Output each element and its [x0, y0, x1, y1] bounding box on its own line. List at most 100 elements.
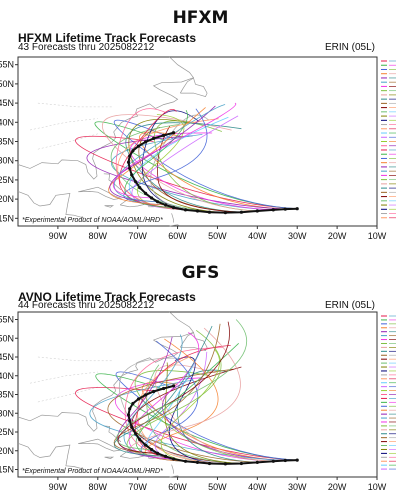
best-track-point: [144, 140, 148, 144]
coastline: [179, 77, 208, 98]
y-tick-label: 15N: [0, 213, 14, 223]
forecast-track: [128, 332, 200, 460]
best-track-point: [223, 211, 227, 215]
best-track-point: [271, 459, 275, 463]
model-heading-hfxm: HFXM: [172, 8, 229, 28]
x-tick-label: 50W: [208, 482, 227, 492]
y-tick-label: 35N: [0, 390, 14, 400]
coastline: [103, 173, 122, 191]
panel-title: HFXM Lifetime Track Forecasts: [18, 31, 197, 45]
y-tick-label: 35N: [0, 137, 14, 147]
x-tick-label: 40W: [248, 482, 267, 492]
y-tick-label: 25N: [0, 175, 14, 185]
best-track-point: [172, 131, 176, 135]
forecast-track: [113, 325, 213, 457]
x-tick-label: 20W: [328, 482, 347, 492]
forecast-track: [113, 323, 221, 454]
best-track-point: [152, 136, 156, 140]
forecast-track: [146, 364, 242, 464]
best-track-point: [144, 393, 148, 397]
best-track-point: [195, 209, 200, 213]
x-tick-label: 70W: [128, 231, 147, 241]
forecast-track: [107, 368, 258, 463]
best-track-point: [207, 210, 212, 214]
y-tick-label: 40N: [0, 371, 14, 381]
best-track-point: [130, 173, 134, 177]
y-tick-label: 55N: [0, 315, 14, 325]
coastline: [169, 475, 180, 478]
x-tick-label: 80W: [89, 482, 108, 492]
forecast-count: 44 Forecasts thru 2025082212: [18, 300, 155, 311]
storm-name: ERIN (05L): [324, 42, 375, 53]
track-map-gfs: 90W 80W 70W 60W 50W 40W 30W 20W 10W 15N 20N 25N 30N 3…: [0, 311, 396, 492]
y-tick-label: 25N: [0, 427, 14, 437]
model-heading-gfs: GFS: [181, 263, 220, 283]
x-tick-label: 10W: [368, 231, 387, 241]
best-track-point: [144, 191, 148, 195]
best-track-point: [255, 460, 259, 464]
best-track-point: [255, 209, 259, 213]
forecast-track: [128, 119, 226, 213]
forecast-track: [109, 105, 216, 203]
coastline: [169, 224, 180, 227]
best-track-point: [128, 154, 132, 158]
coastline: [104, 205, 115, 208]
coastline: [171, 464, 174, 474]
best-track-point: [134, 180, 138, 184]
state-boundary: [37, 386, 98, 403]
best-track-point: [150, 448, 154, 452]
best-track-point: [136, 144, 141, 148]
x-tick-label: 70W: [128, 482, 147, 492]
best-track-point: [164, 454, 168, 458]
forecast-track: [169, 356, 226, 465]
x-tick-label: 30W: [288, 482, 307, 492]
x-tick-label: 90W: [49, 482, 68, 492]
best-track-point: [239, 461, 243, 466]
coastline: [17, 191, 86, 219]
y-tick-label: 30N: [0, 408, 14, 418]
y-tick-label: 40N: [0, 117, 14, 127]
best-track-point: [130, 425, 134, 429]
forecast-track: [112, 102, 237, 199]
forecast-track: [176, 369, 258, 463]
coastline: [171, 213, 174, 223]
panel-title: AVNO Lifetime Track Forecasts: [18, 290, 196, 304]
best-track-point: [172, 206, 176, 210]
x-tick-label: 40W: [248, 231, 267, 241]
forecast-track: [129, 132, 274, 211]
best-track-point: [150, 196, 154, 200]
best-track-point: [152, 389, 156, 394]
best-track-point: [156, 200, 160, 204]
x-tick-label: 10W: [368, 482, 387, 492]
best-track-point: [136, 397, 141, 401]
map-frame: [17, 56, 378, 227]
forecast-track: [134, 370, 274, 462]
y-tick-label: 50N: [0, 79, 14, 89]
best-track-point: [131, 401, 135, 406]
x-tick-label: 20W: [328, 231, 347, 241]
forecast-count: 43 Forecasts thru 2025082212: [18, 42, 155, 53]
forecast-track: [118, 357, 226, 465]
best-track-point: [162, 133, 166, 137]
forecast-track: [154, 364, 274, 462]
forecast-track: [108, 107, 206, 206]
best-track-point: [172, 384, 176, 388]
best-track-point: [144, 443, 148, 447]
y-tick-label: 45N: [0, 98, 14, 108]
y-tick-label: 55N: [0, 60, 14, 70]
best-track-point: [295, 207, 299, 211]
credit-text: *Experimental Product of NOAA/AOML/HRD*: [22, 468, 163, 475]
best-track-point: [172, 457, 176, 461]
forecast-track: [113, 104, 226, 203]
best-track-point: [283, 207, 287, 211]
y-tick-label: 15N: [0, 465, 14, 475]
credit-text: *Experimental Product of NOAA/AOML/HRD*: [22, 217, 163, 224]
x-tick-label: 60W: [168, 231, 187, 241]
y-tick-label: 20N: [0, 446, 14, 456]
forecast-track: [123, 108, 208, 206]
y-tick-label: 50N: [0, 333, 14, 343]
coastline: [104, 456, 115, 459]
state-boundary: [37, 356, 114, 362]
x-tick-label: 90W: [49, 231, 68, 241]
best-track-point: [207, 461, 212, 466]
